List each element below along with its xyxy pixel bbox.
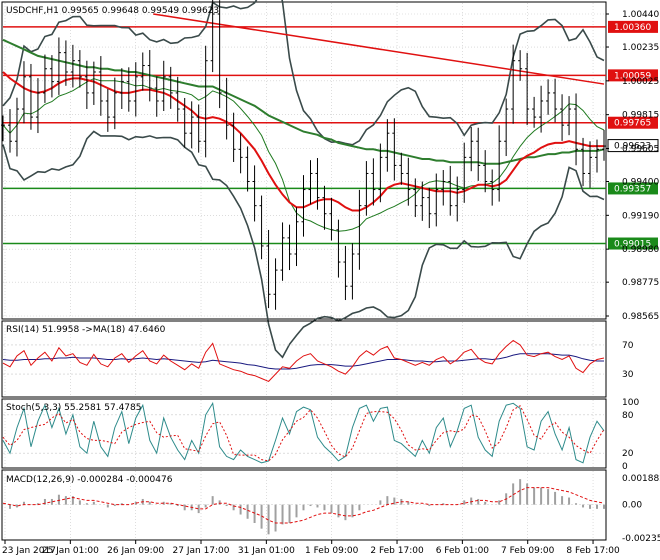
level-price-box xyxy=(608,182,658,195)
macd-title: MACD(12,26,9) -0.000284 -0.000476 xyxy=(6,475,173,485)
macd-tick-label: 0.001882 xyxy=(622,474,660,484)
level-price-box xyxy=(608,116,658,129)
macd-panel[interactable]: 0.001882 0.00 -0.002356 MACD(12,26,9) -0.0… xyxy=(1,469,660,544)
long-moving-average-line xyxy=(2,38,605,165)
bollinger-lower-line xyxy=(2,130,605,359)
rsi-tick-label: 30 xyxy=(622,370,634,380)
y-tick-label: 1.00235 xyxy=(622,43,659,53)
y-tick-label: 0.99815 xyxy=(622,111,659,121)
x-tick-label: 8 Feb 17:00 xyxy=(566,546,620,556)
level-price-label: 0.99357 xyxy=(614,184,651,194)
current-price-label: 0.99623 xyxy=(614,142,651,152)
level-price-label: 0.99765 xyxy=(614,119,651,129)
stochastic-signal-line xyxy=(2,405,605,462)
rsi-title: RSI(14) 51.9958 ->MA(18) 47.6460 xyxy=(6,325,166,335)
y-tick-label: 0.98565 xyxy=(622,312,659,322)
price-chart-title: USDCHF,H1 0.99565 0.99648 0.99549 0.9962… xyxy=(6,6,219,16)
stochastic-title: Stoch(5,3,3) 55.2581 57.4785 xyxy=(6,403,141,413)
stochastic-panel[interactable]: 100 80 20 0 Stoch(5,3,3) 55.2581 57.4785 xyxy=(1,398,639,472)
trend-line xyxy=(153,13,605,85)
macd-tick-label: -0.002356 xyxy=(622,534,660,544)
current-price-box xyxy=(607,139,659,153)
stochastic-main-line xyxy=(2,401,605,464)
price-panel[interactable]: 1.00360 1.00059 0.99765 0.99357 0.99015 0.996… xyxy=(1,0,659,359)
x-tick-label: 7 Feb 09:00 xyxy=(501,546,555,556)
rsi-tick-label: 70 xyxy=(622,341,634,351)
y-tick-label: 1.00025 xyxy=(622,77,659,87)
x-tick-label: 26 Jan 09:00 xyxy=(107,546,164,556)
stochastic-tick-label: 80 xyxy=(622,411,634,421)
y-tick-label: 0.98775 xyxy=(622,278,659,288)
macd-signal-line xyxy=(2,487,605,524)
level-price-box xyxy=(608,20,658,33)
x-tick-label: 31 Jan 01:00 xyxy=(238,546,295,556)
y-tick-label: 0.99400 xyxy=(622,178,659,188)
y-tick-label: 0.99190 xyxy=(622,211,659,221)
macd-tick-label: 0.00 xyxy=(622,501,642,511)
y-tick-label: 0.99605 xyxy=(622,144,659,154)
x-tick-label: 25 Jan 01:00 xyxy=(42,546,99,556)
stochastic-tick-label: 100 xyxy=(622,398,639,408)
stochastic-tick-label: 20 xyxy=(622,449,634,459)
rsi-panel[interactable]: 70 30 RSI(14) 51.9958 ->MA(18) 47.6460 xyxy=(1,320,634,398)
x-tick-label: 1 Feb 09:00 xyxy=(305,546,359,556)
rsi-line xyxy=(2,339,605,382)
level-price-label: 1.00360 xyxy=(614,23,651,33)
x-tick-label: 6 Feb 01:00 xyxy=(436,546,490,556)
stochastic-tick-label: 0 xyxy=(622,462,628,472)
x-tick-label: 27 Jan 17:00 xyxy=(173,546,230,556)
bollinger-upper-line xyxy=(2,0,605,146)
level-price-box xyxy=(608,237,658,250)
rsi-ma-line xyxy=(2,353,604,370)
y-tick-label: 0.98980 xyxy=(622,245,659,255)
x-tick-label: 23 Jan 2017 xyxy=(2,546,56,556)
level-price-label: 0.99015 xyxy=(614,240,651,250)
level-price-box xyxy=(608,69,658,82)
y-tick-label: 1.00440 xyxy=(622,10,659,20)
level-price-label: 1.00059 xyxy=(614,71,651,81)
x-tick-label: 2 Feb 17:00 xyxy=(370,546,424,556)
